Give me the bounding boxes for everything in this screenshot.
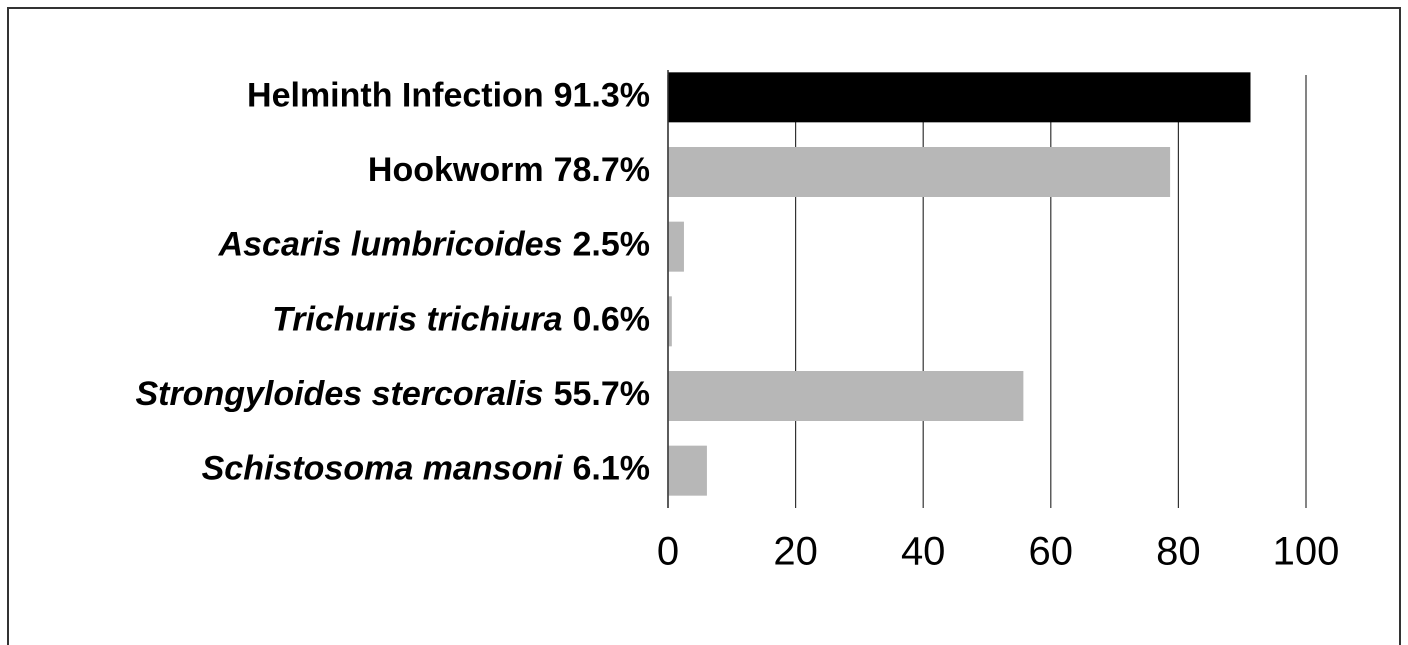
category-name: Hookworm <box>368 151 544 189</box>
category-label: Schistosoma mansoni 6.1% <box>202 450 650 488</box>
bar <box>668 296 672 347</box>
bar <box>668 221 684 272</box>
bar <box>668 371 1024 421</box>
bar <box>668 147 1171 197</box>
value-label: 2.5% <box>573 226 651 264</box>
category-name: Ascaris lumbricoides <box>218 226 563 264</box>
category-label: Ascaris lumbricoides 2.5% <box>218 226 650 264</box>
x-tick-label: 60 <box>1029 530 1074 574</box>
category-label: Helminth Infection 91.3% <box>247 76 650 114</box>
value-label: 91.3% <box>554 76 650 114</box>
category-name: Schistosoma mansoni <box>202 450 564 488</box>
category-name: Strongyloides stercoralis <box>135 375 543 413</box>
category-label: Strongyloides stercoralis 55.7% <box>135 375 650 413</box>
category-name: Helminth Infection <box>247 76 544 114</box>
x-tick-label: 100 <box>1273 530 1340 574</box>
x-tick-label: 20 <box>773 530 818 574</box>
bar <box>668 72 1251 123</box>
bar <box>668 445 707 496</box>
category-name: Trichuris trichiura <box>272 300 562 338</box>
value-label: 0.6% <box>573 300 651 338</box>
value-label: 78.7% <box>554 151 650 189</box>
value-label: 6.1% <box>573 450 651 488</box>
x-tick-label: 80 <box>1156 530 1201 574</box>
value-label: 55.7% <box>554 375 650 413</box>
category-label: Trichuris trichiura 0.6% <box>272 300 650 338</box>
x-tick-label: 0 <box>657 530 679 574</box>
category-label: Hookworm 78.7% <box>368 151 650 189</box>
x-tick-label: 40 <box>901 530 946 574</box>
